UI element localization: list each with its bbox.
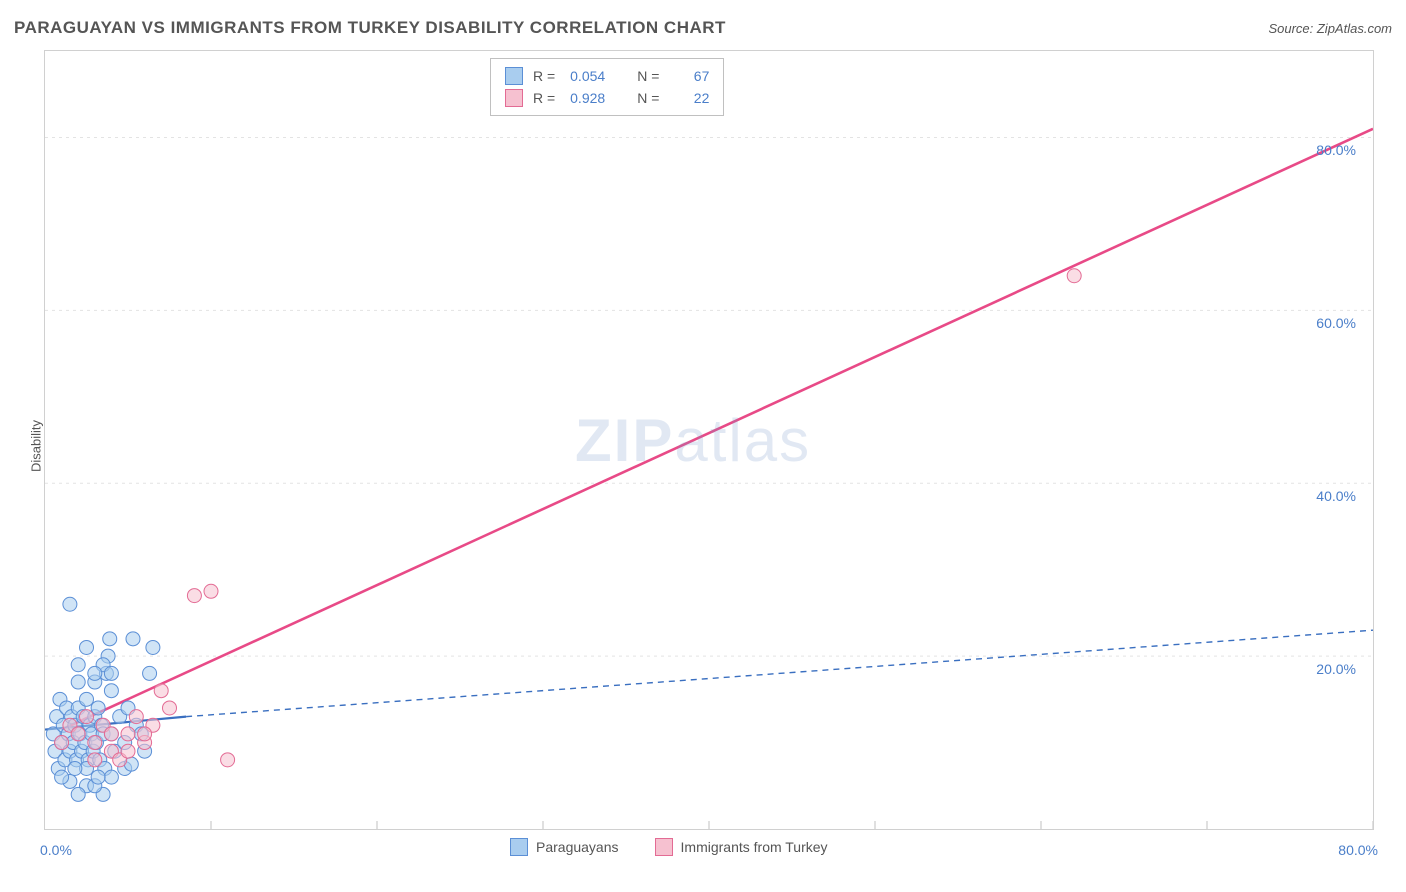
r-value-0: 0.054 <box>565 68 605 84</box>
legend-label-0: Paraguayans <box>536 839 619 855</box>
legend-swatch-0 <box>510 838 528 856</box>
legend-label-1: Immigrants from Turkey <box>681 839 828 855</box>
stats-row-0: R = 0.054 N = 67 <box>505 65 709 87</box>
y-tick-label: 40.0% <box>1316 488 1356 504</box>
chart-plot-area: ZIPatlas <box>44 50 1374 830</box>
r-value-1: 0.928 <box>565 90 605 106</box>
x-max-label: 80.0% <box>1338 842 1378 858</box>
n-label-1: N = <box>637 90 659 106</box>
swatch-turkey <box>505 89 523 107</box>
legend-item-0: Paraguayans <box>510 838 619 856</box>
n-value-1: 22 <box>669 90 709 106</box>
y-tick-label: 20.0% <box>1316 661 1356 677</box>
n-label-0: N = <box>637 68 659 84</box>
bottom-legend: Paraguayans Immigrants from Turkey <box>510 838 828 856</box>
y-tick-label: 80.0% <box>1316 142 1356 158</box>
y-tick-label: 60.0% <box>1316 315 1356 331</box>
y-axis-label: Disability <box>29 420 44 472</box>
stats-row-1: R = 0.928 N = 22 <box>505 87 709 109</box>
legend-item-1: Immigrants from Turkey <box>655 838 828 856</box>
swatch-paraguayans <box>505 67 523 85</box>
scatter-svg <box>45 51 1373 829</box>
r-label-1: R = <box>533 90 555 106</box>
chart-title: PARAGUAYAN VS IMMIGRANTS FROM TURKEY DIS… <box>14 18 726 38</box>
legend-swatch-1 <box>655 838 673 856</box>
n-value-0: 67 <box>669 68 709 84</box>
source-attribution: Source: ZipAtlas.com <box>1268 21 1392 36</box>
r-label-0: R = <box>533 68 555 84</box>
stats-legend: R = 0.054 N = 67 R = 0.928 N = 22 <box>490 58 724 116</box>
x-origin-label: 0.0% <box>40 842 72 858</box>
